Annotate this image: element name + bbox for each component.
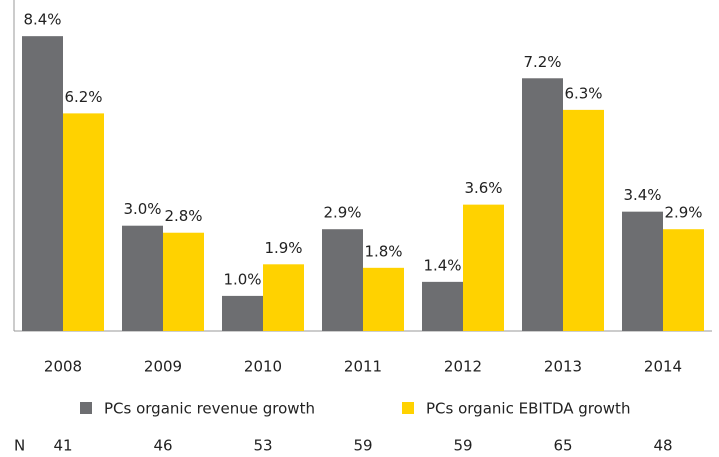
- n-value: 46: [153, 437, 172, 455]
- value-label: 3.4%: [623, 186, 661, 204]
- legend-swatch: [80, 402, 92, 414]
- n-value: 41: [53, 437, 72, 455]
- x-tick-label: 2013: [544, 358, 582, 376]
- n-value: 53: [253, 437, 272, 455]
- x-tick-label: 2011: [344, 358, 382, 376]
- legend-swatch: [402, 402, 414, 414]
- n-value: 48: [653, 437, 672, 455]
- value-label: 6.3%: [564, 84, 602, 102]
- value-label: 8.4%: [23, 11, 61, 29]
- legend-label: PCs organic revenue growth: [104, 400, 315, 418]
- bar: [563, 109, 604, 332]
- bar: [463, 204, 504, 331]
- legend-label: PCs organic EBITDA growth: [426, 400, 630, 418]
- n-value: 65: [553, 437, 572, 455]
- x-tick-label: 2012: [444, 358, 482, 376]
- value-label: 2.8%: [164, 207, 202, 225]
- bar: [522, 78, 563, 331]
- n-value: 59: [453, 437, 472, 455]
- value-label: 7.2%: [523, 53, 561, 71]
- value-label: 1.4%: [423, 256, 461, 274]
- bar: [263, 264, 304, 331]
- value-label: 2.9%: [323, 204, 361, 222]
- bar: [122, 225, 163, 331]
- n-label: N: [14, 437, 25, 455]
- bar: [663, 229, 704, 331]
- value-label: 3.0%: [123, 200, 161, 218]
- bar: [363, 267, 404, 331]
- x-tick-label: 2008: [44, 358, 82, 376]
- bar: [22, 36, 63, 331]
- value-label: 1.0%: [223, 270, 261, 288]
- bar: [622, 211, 663, 331]
- bar: [63, 113, 104, 331]
- bar: [322, 229, 363, 331]
- value-label: 1.9%: [264, 239, 302, 257]
- bar: [422, 281, 463, 331]
- x-tick-label: 2009: [144, 358, 182, 376]
- value-label: 3.6%: [464, 179, 502, 197]
- n-value: 59: [353, 437, 372, 455]
- x-tick-label: 2014: [644, 358, 682, 376]
- bar: [163, 232, 204, 331]
- value-label: 2.9%: [664, 204, 702, 222]
- bar: [222, 295, 263, 331]
- value-label: 1.8%: [364, 242, 402, 260]
- value-label: 6.2%: [64, 88, 102, 106]
- x-tick-label: 2010: [244, 358, 282, 376]
